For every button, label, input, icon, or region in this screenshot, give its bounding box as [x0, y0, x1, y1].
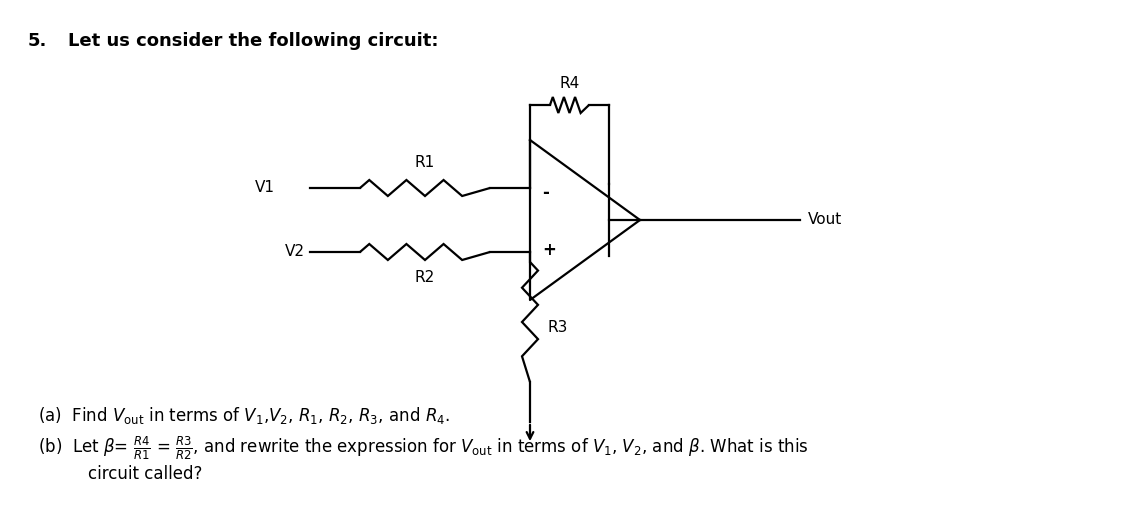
Text: Let us consider the following circuit:: Let us consider the following circuit:	[68, 32, 439, 50]
Text: V1: V1	[255, 181, 275, 195]
Text: R4: R4	[560, 76, 580, 91]
Text: (b)  Let $\beta$= $\frac{R4}{R1}$ = $\frac{R3}{R2}$, and rewrite the expression : (b) Let $\beta$= $\frac{R4}{R1}$ = $\fra…	[38, 435, 809, 463]
Text: (a)  Find $V_{\mathrm{out}}$ in terms of $V_1$,$V_2$, $R_1$, $R_2$, $R_3$, and $: (a) Find $V_{\mathrm{out}}$ in terms of …	[38, 405, 450, 426]
Text: R3: R3	[548, 319, 569, 335]
Text: +: +	[542, 241, 555, 259]
Text: V2: V2	[285, 244, 305, 259]
Text: circuit called?: circuit called?	[88, 465, 202, 483]
Text: R1: R1	[415, 155, 435, 170]
Text: 5.: 5.	[28, 32, 47, 50]
Text: R2: R2	[415, 270, 435, 285]
Text: Vout: Vout	[808, 212, 843, 228]
Text: -: -	[542, 184, 549, 202]
